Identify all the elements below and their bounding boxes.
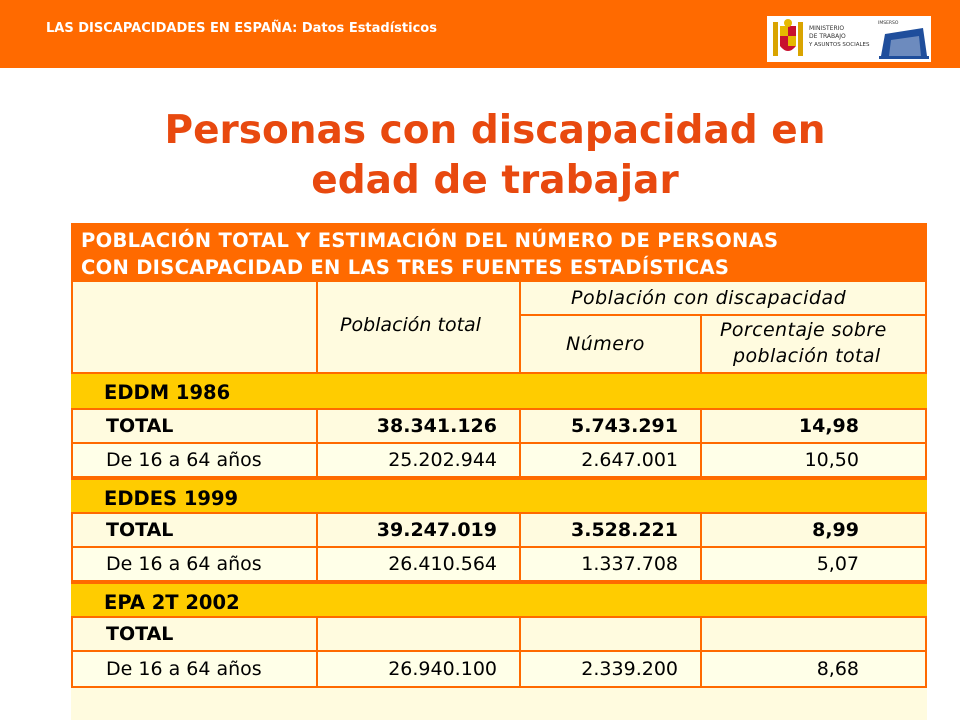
table-row-label: TOTAL	[71, 410, 318, 444]
source-name: EDDM 1986	[104, 381, 231, 404]
header-poblacion-total: Población total	[318, 282, 521, 374]
svg-text:IMSERSO: IMSERSO	[878, 20, 899, 26]
header-title: LAS DISCAPACIDADES EN ESPAÑA: Datos Esta…	[46, 21, 437, 36]
table-row-label: TOTAL	[71, 514, 318, 548]
svg-text:MINISTERIO: MINISTERIO	[809, 25, 844, 32]
table-title: POBLACIÓN TOTAL Y ESTIMACIÓN DEL NÚMERO …	[71, 221, 927, 284]
table-row-label: De 16 a 64 años	[71, 548, 318, 582]
header-poblacion-total-label: Población total	[340, 314, 481, 336]
table-row-label: De 16 a 64 años	[71, 444, 318, 478]
table-cell-numero: 1.337.708	[521, 548, 702, 582]
header-numero-label: Número	[566, 333, 645, 355]
table-cell-poblacion: 25.202.944	[318, 444, 521, 478]
table-cell-porcentaje: 8,68	[702, 652, 927, 688]
table-cell-poblacion: 26.410.564	[318, 548, 521, 582]
table-cell-porcentaje: 8,99	[702, 514, 927, 548]
header-porcentaje: Porcentaje sobre población total	[702, 316, 927, 374]
table-cell-porcentaje	[702, 618, 927, 652]
table-cell-numero: 5.743.291	[521, 410, 702, 444]
header-poblacion-discapacidad: Población con discapacidad	[521, 282, 927, 316]
page-title-line1: Personas con discapacidad en	[164, 108, 826, 153]
svg-text:Y ASUNTOS SOCIALES: Y ASUNTOS SOCIALES	[808, 42, 870, 48]
source-name: EDDES 1999	[104, 487, 239, 510]
page-title: Personas con discapacidad en edad de tra…	[100, 106, 890, 206]
statistics-table: POBLACIÓN TOTAL Y ESTIMACIÓN DEL NÚMERO …	[71, 221, 927, 720]
table-title-line1: POBLACIÓN TOTAL Y ESTIMACIÓN DEL NÚMERO …	[81, 229, 779, 252]
table-cell-numero: 2.339.200	[521, 652, 702, 688]
header-bar: LAS DISCAPACIDADES EN ESPAÑA: Datos Esta…	[0, 0, 960, 68]
header-porcentaje-line1: Porcentaje sobre	[720, 319, 887, 341]
ministerio-logo: MINISTERIO DE TRABAJO Y ASUNTOS SOCIALES	[767, 16, 871, 62]
source-name: EPA 2T 2002	[104, 591, 240, 614]
table-cell-poblacion	[318, 618, 521, 652]
table-row-label: De 16 a 64 años	[71, 652, 318, 688]
header-porcentaje-line2: población total	[733, 345, 881, 367]
header-empty-cell	[71, 282, 318, 374]
table-title-line2: CON DISCAPACIDAD EN LAS TRES FUENTES EST…	[81, 256, 730, 279]
page-title-line2: edad de trabajar	[311, 158, 679, 203]
coat-of-arms-icon	[773, 19, 803, 56]
table-cell-numero	[521, 618, 702, 652]
table-cell-poblacion: 39.247.019	[318, 514, 521, 548]
table-row-label: TOTAL	[71, 618, 318, 652]
source-band: EPA 2T 2002	[71, 582, 927, 618]
table-cell-porcentaje: 5,07	[702, 548, 927, 582]
header-numero: Número	[521, 316, 702, 374]
source-band: EDDM 1986	[71, 374, 927, 410]
table-cell-numero: 3.528.221	[521, 514, 702, 548]
header-logos: MINISTERIO DE TRABAJO Y ASUNTOS SOCIALES…	[767, 16, 931, 62]
header-poblacion-discapacidad-label: Población con discapacidad	[571, 287, 847, 309]
svg-text:DE TRABAJO: DE TRABAJO	[809, 33, 846, 40]
table-cell-poblacion: 26.940.100	[318, 652, 521, 688]
table-cell-poblacion: 38.341.126	[318, 410, 521, 444]
table-cell-porcentaje: 14,98	[702, 410, 927, 444]
table-cell-porcentaje: 10,50	[702, 444, 927, 478]
source-band: EDDES 1999	[71, 478, 927, 514]
imserso-logo: IMSERSO	[875, 16, 931, 62]
table-cell-numero: 2.647.001	[521, 444, 702, 478]
